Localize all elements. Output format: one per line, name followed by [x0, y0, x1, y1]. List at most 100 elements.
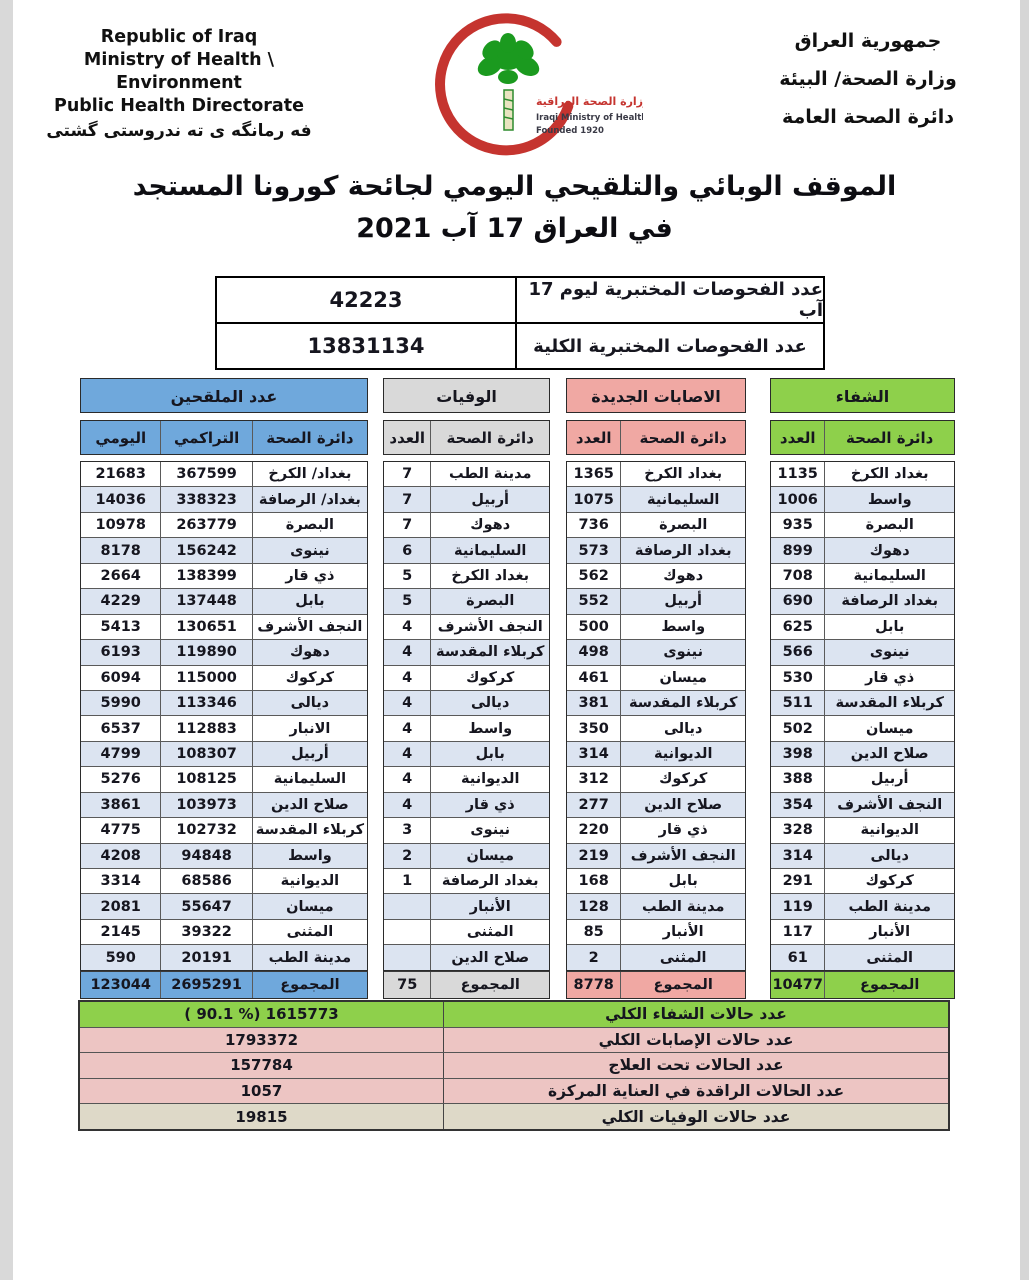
table-row: 573 بغداد الرصافة [567, 537, 745, 563]
table-row: 328 الديوانية [771, 817, 954, 843]
value-cell: 2 [588, 949, 599, 966]
value-cell: 138399 [160, 563, 251, 589]
value-cell: 55647 [160, 894, 251, 919]
directorate-cell: دهوك [620, 563, 745, 589]
value-cell: 2664 [100, 567, 141, 584]
recoveries-table-body: 1135 بغداد الكرخ 1006 واسط 935 البصرة 899 دهوك 7… [770, 461, 955, 971]
table-row: 4 الديوانية [384, 766, 549, 792]
tests-total-label: عدد الفحوصات المختبرية الكلية [533, 335, 807, 357]
value-cell: 20191 [160, 945, 251, 970]
summary-label: عدد حالات الإصابات الكلي [598, 1030, 794, 1049]
table-row: 530 ذي قار [771, 664, 954, 690]
value-cell: 21683 [95, 466, 146, 483]
directorate-cell: ميسان [824, 716, 954, 741]
value-cell: 102732 [160, 818, 251, 843]
tests-daily-row: 42223 عدد الفحوصات المختبرية ليوم 17 آب [217, 278, 823, 322]
value-cell: 68586 [160, 869, 251, 894]
table-row: 2 ميسان [384, 842, 549, 868]
value-cell [384, 894, 430, 918]
summary-table: ( 90.1 %) 1615773 عدد حالات الشفاء الكلي 1… [78, 1000, 950, 1131]
value-cell: 4 [402, 746, 413, 763]
table-row: 736 البصرة [567, 511, 745, 538]
tests-table: 42223 عدد الفحوصات المختبرية ليوم 17 آب … [215, 276, 825, 370]
value-cell: 3861 [100, 796, 141, 813]
value-cell: 398 [782, 746, 813, 763]
table-row: 1006 واسط [771, 486, 954, 512]
directorate-cell: بغداد/ الكرخ [251, 462, 367, 487]
summary-row: 157784 عدد الحالات تحت العلاج [80, 1052, 948, 1078]
table-row: 2145 39322 المثنى [81, 918, 367, 945]
report-title-line1: الموقف الوبائي والتلقيحي اليومي لجائحة ك… [132, 171, 897, 202]
table-row: 350 ديالى [567, 715, 745, 741]
value-cell: 1135 [777, 466, 818, 483]
logo-english-text: Iraqi Ministry of Health [536, 113, 643, 123]
value-cell: 8178 [100, 542, 141, 559]
directorate-cell: بابل [430, 741, 549, 767]
report-title-line2: في العراق 17 آب 2021 [356, 213, 673, 244]
table-row: 6 السليمانية [384, 537, 549, 563]
value-cell: 1006 [777, 491, 818, 508]
directorate-cell: السليمانية [430, 538, 549, 563]
table-row: 354 النجف الأشرف [771, 791, 954, 818]
vaccinated-total-row: 123044 2695291 المجموع [80, 970, 368, 999]
directorate-cell: نينوى [251, 538, 367, 563]
value-cell: 314 [782, 847, 813, 864]
value-cell: 85 [583, 924, 604, 941]
table-row: 498 نينوى [567, 639, 745, 665]
value-cell: 367599 [160, 462, 251, 487]
directorate-cell: السليمانية [824, 563, 954, 589]
summary-label: عدد حالات الشفاء الكلي [605, 1005, 787, 1024]
table-row: 5413 130651 النجف الأشرف [81, 613, 367, 640]
directorate-cell: دهوك [824, 538, 954, 563]
directorate-cell: النجف الأشرف [620, 843, 745, 868]
value-cell: 103973 [160, 792, 251, 818]
table-row: 8178 156242 نينوى [81, 537, 367, 563]
directorate-cell: أربيل [620, 589, 745, 614]
directorate-cell: ديالى [430, 690, 549, 716]
header-english-line1: Republic of Iraq [100, 27, 258, 47]
red-crescent-icon [435, 13, 574, 156]
table-row: 4 بابل [384, 740, 549, 767]
table-row: 5 بغداد الكرخ [384, 562, 549, 589]
value-cell: 5413 [100, 618, 141, 635]
header-arabic-line3: دائرة الصحة العامة [781, 106, 955, 128]
table-row: 552 أربيل [567, 588, 745, 614]
summary-value: 1793372 [80, 1027, 444, 1053]
table-row: 7 دهوك [384, 511, 549, 538]
column-header: دائرة الصحة [251, 421, 367, 454]
value-cell: 4 [402, 771, 413, 788]
table-row: 277 صلاح الدين [567, 791, 745, 818]
new_cases-table-body: 1365 بغداد الكرخ 1075 السليمانية 736 البصرة 57… [566, 461, 746, 971]
table-row: 312 كركوك [567, 766, 745, 792]
directorate-cell: البصرة [620, 512, 745, 538]
directorate-cell: نينوى [620, 640, 745, 665]
value-cell: 108125 [160, 767, 251, 792]
report-title: الموقف الوبائي والتلقيحي اليومي لجائحة ك… [0, 166, 1029, 250]
directorate-cell: كركوك [430, 665, 549, 690]
vaccinated-table-title: عدد الملقحين [80, 378, 368, 413]
table-row: 6094 115000 كركوك [81, 664, 367, 690]
value-cell: 277 [578, 796, 609, 813]
directorate-cell: مدينة الطب [430, 462, 549, 487]
table-row: 61 المثنى [771, 944, 954, 970]
table-row: 6193 119890 دهوك [81, 639, 367, 665]
value-cell: 168 [578, 873, 609, 890]
column-header: التراكمي [160, 421, 251, 454]
value-cell: 10978 [95, 517, 146, 534]
tests-total-row: 13831134 عدد الفحوصات المختبرية الكلية [217, 322, 823, 368]
deaths-table-title: الوفيات [383, 378, 550, 413]
table-row: 935 البصرة [771, 511, 954, 538]
directorate-cell: واسط [620, 614, 745, 640]
value-cell: 291 [782, 873, 813, 890]
directorate-cell: ديالى [620, 716, 745, 741]
value-cell: 708 [782, 567, 813, 584]
value-cell: 61 [787, 949, 808, 966]
directorate-cell: دهوك [251, 640, 367, 665]
value-cell: 7 [402, 466, 413, 483]
directorate-cell: النجف الأشرف [430, 614, 549, 640]
table-row: 85 الأنبار [567, 918, 745, 945]
value-cell: 314 [578, 746, 609, 763]
directorate-cell: النجف الأشرف [251, 614, 367, 640]
table-row: 388 أربيل [771, 766, 954, 792]
